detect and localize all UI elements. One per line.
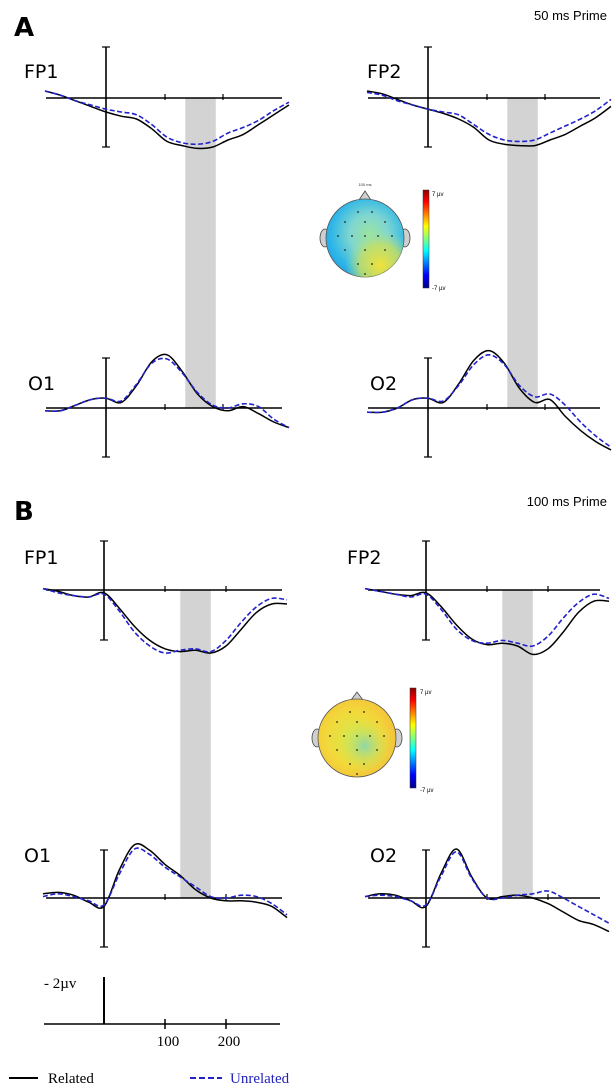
erp-plots: FP1 FP2 O1 O2 FP1 FP2 O1 O2 (24, 46, 612, 948)
highlight-window (502, 590, 533, 805)
scale-tick-label-200: 200 (218, 1034, 241, 1050)
series-line-related (366, 349, 612, 451)
scale-amplitude-label: - 2µv (44, 976, 77, 992)
channel-label-fp1: FP1 (24, 547, 58, 569)
channel-label-fp2: FP2 (347, 547, 381, 569)
legend-related-label: Related (48, 1071, 94, 1087)
erp-plot-a-fp2: FP2 (366, 46, 612, 310)
erp-plot-b-fp2: FP2 (347, 540, 610, 805)
series-line-unrelated (44, 90, 290, 146)
erp-plot-a-o1: O1 (28, 310, 290, 458)
colorbar-min-a: -7 µv (432, 286, 445, 292)
highlight-window (185, 98, 216, 310)
channel-label-o2: O2 (370, 845, 397, 867)
series-line-unrelated (366, 353, 612, 448)
series-line-unrelated (42, 847, 288, 916)
series-line-related (44, 90, 290, 150)
erp-plot-a-fp1: FP1 (24, 46, 290, 310)
series-line-related (42, 587, 288, 654)
scale-tick-label-100: 100 (157, 1034, 180, 1050)
colorbar-max-b: 7 µv (420, 690, 431, 696)
series-line-related (366, 90, 612, 147)
erp-plot-a-o2: O2 (366, 310, 612, 458)
topo-map-b: 7 µv -7 µv (311, 687, 433, 794)
legend: Related Unrelated (9, 1071, 290, 1087)
channel-label-o2: O2 (370, 373, 397, 395)
series-line-related (364, 848, 610, 933)
electrode-dots-b (329, 711, 385, 775)
series-line-unrelated (364, 587, 610, 648)
topo-title-a: 100 ms (358, 182, 371, 187)
erp-plot-b-o1: O1 (24, 805, 288, 948)
highlight-window (180, 590, 211, 805)
colorbar-a (422, 189, 430, 289)
highlight-window (507, 310, 538, 408)
erp-plot-b-o2: O2 (364, 805, 610, 948)
series-line-related (364, 587, 610, 656)
electrode-dots-a (337, 211, 393, 275)
highlight-window (180, 805, 211, 898)
channel-label-fp1: FP1 (24, 61, 58, 83)
highlight-window (502, 805, 533, 898)
highlight-window (507, 98, 538, 310)
highlight-window (185, 310, 216, 408)
condition-label-b: 100 ms Prime (527, 494, 607, 509)
colorbar-b (409, 687, 417, 789)
colorbar-min-b: -7 µv (420, 788, 433, 794)
channel-label-o1: O1 (24, 845, 51, 867)
panel-letter-a: A (14, 13, 34, 43)
series-line-unrelated (42, 587, 288, 654)
series-line-unrelated (366, 91, 612, 143)
channel-label-o1: O1 (28, 373, 55, 395)
series-line-unrelated (44, 357, 290, 429)
series-line-related (42, 843, 288, 919)
colorbar-max-a: 7 µv (432, 192, 443, 198)
series-line-unrelated (364, 851, 610, 924)
panel-letter-b: B (14, 497, 34, 527)
condition-label-a: 50 ms Prime (534, 8, 607, 23)
topo-map-a: 100 ms 7 µv -7 µv (319, 182, 445, 292)
channel-label-fp2: FP2 (367, 61, 401, 83)
legend-unrelated-label: Unrelated (230, 1071, 290, 1087)
scale-bar: - 2µv 100 200 (44, 976, 280, 1050)
erp-plot-b-fp1: FP1 (24, 540, 288, 805)
series-line-related (44, 353, 290, 429)
